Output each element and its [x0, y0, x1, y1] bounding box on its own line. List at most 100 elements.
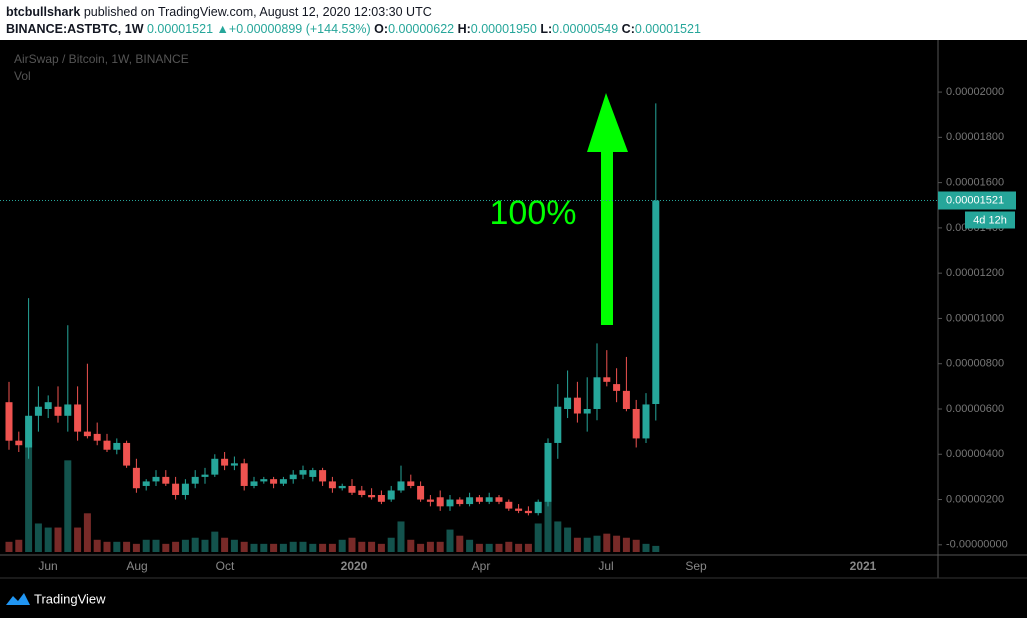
arrow-annotation — [587, 93, 628, 325]
logo — [6, 593, 30, 605]
volume-bar — [358, 541, 366, 552]
c-label: C: — [621, 22, 635, 36]
candle-body — [230, 463, 238, 466]
candle-body — [328, 481, 336, 489]
volume-bar — [103, 541, 111, 552]
candle-body — [191, 476, 199, 484]
candle-body — [309, 470, 317, 477]
publish-line: btcbullshark published on TradingView.co… — [6, 5, 432, 19]
candle-body — [554, 406, 562, 443]
volume-bar — [132, 543, 140, 552]
candle-body — [25, 415, 33, 448]
h-label: H: — [457, 22, 471, 36]
volume-bar — [446, 529, 454, 552]
chart-title: AirSwap / Bitcoin, 1W, BINANCE — [14, 52, 189, 66]
c: 0.00001521 — [634, 22, 701, 36]
volume-bar — [554, 521, 562, 552]
volume-bar — [15, 539, 23, 552]
volume-bar — [632, 539, 640, 552]
y-tick-label: 0.00001600 — [946, 177, 1004, 189]
candle-body — [113, 442, 121, 450]
volume-bar — [368, 541, 376, 552]
candle-body — [387, 490, 395, 500]
time-label: 2020 — [341, 559, 368, 573]
candle-body — [319, 470, 327, 482]
candle-body — [221, 458, 229, 466]
time-label: Oct — [216, 559, 235, 573]
volume-bar — [524, 543, 532, 552]
volume-bar — [319, 543, 327, 552]
volume-bar — [5, 541, 13, 552]
volume-bar — [113, 541, 121, 552]
candle-body — [456, 499, 464, 505]
candle-body — [495, 497, 503, 502]
volume-bar — [83, 513, 91, 552]
volume-bar — [250, 543, 258, 552]
volume-bar — [279, 543, 287, 552]
published: published on TradingView.com, August 12,… — [83, 5, 432, 19]
author: btcbullshark — [6, 5, 81, 19]
volume-bar — [652, 545, 660, 552]
volume-bar — [299, 541, 307, 552]
o-label: O: — [374, 22, 389, 36]
candle-body — [426, 499, 434, 502]
volume-bar — [230, 539, 238, 552]
candle-body — [44, 402, 52, 409]
candle-body — [103, 440, 111, 450]
volume-bar — [123, 541, 131, 552]
y-tick-label: 0.00001200 — [946, 267, 1004, 279]
candle-body — [152, 476, 160, 482]
candle-body — [368, 495, 376, 498]
volume-bar — [583, 537, 591, 552]
candle-body — [299, 470, 307, 475]
candle-body — [642, 404, 650, 439]
candle-body — [622, 390, 630, 409]
volume-bar — [309, 543, 317, 552]
volume-bar — [593, 535, 601, 552]
l-label: L: — [540, 22, 553, 36]
volume-bar — [338, 539, 346, 552]
volume-bar — [456, 535, 464, 552]
volume-bar — [348, 537, 356, 552]
volume-bar — [426, 541, 434, 552]
candle-body — [201, 474, 209, 477]
candle-body — [475, 497, 483, 502]
candle-body — [83, 431, 91, 437]
volume-bar — [64, 460, 72, 552]
volume-bar — [44, 527, 52, 552]
candle-body — [211, 458, 219, 475]
ohlc-line: BINANCE:ASTBTC, 1W 0.00001521 ▲+0.000008… — [6, 22, 701, 36]
volume-bar — [162, 543, 170, 552]
y-tick-label: 0.00001000 — [946, 312, 1004, 324]
candle-body — [270, 479, 278, 484]
volume-bar — [191, 537, 199, 552]
volume-label: Vol — [14, 69, 31, 83]
y-tick-label: 0.00001800 — [946, 131, 1004, 143]
candle-body — [15, 440, 23, 446]
volume-bar — [181, 539, 189, 552]
candle-body — [64, 404, 72, 416]
candle-body — [181, 483, 189, 496]
chart: AirSwap / Bitcoin, 1W, BINANCE Vol 100% … — [0, 40, 1027, 606]
volume-bar — [387, 537, 395, 552]
volume-bar — [534, 523, 542, 552]
candle-body — [613, 384, 621, 391]
brand: TradingView — [34, 591, 106, 606]
candle-body — [338, 485, 346, 489]
candle-body — [436, 497, 444, 507]
candle-body — [142, 481, 150, 486]
volume-bar — [495, 543, 503, 552]
price-label: 0.00001521 — [946, 194, 1004, 206]
candle-body — [407, 481, 415, 486]
volume-bar — [289, 541, 297, 552]
symbol: BINANCE:ASTBTC, 1W — [6, 22, 144, 36]
y-tick-label: 0.00000800 — [946, 358, 1004, 370]
time-label: 2021 — [850, 559, 877, 573]
countdown: 4d 12h — [973, 214, 1007, 226]
candle-body — [250, 481, 258, 486]
candle-body — [74, 404, 82, 432]
volume-bar — [436, 541, 444, 552]
volume-bar — [93, 539, 101, 552]
candle-body — [446, 499, 454, 507]
